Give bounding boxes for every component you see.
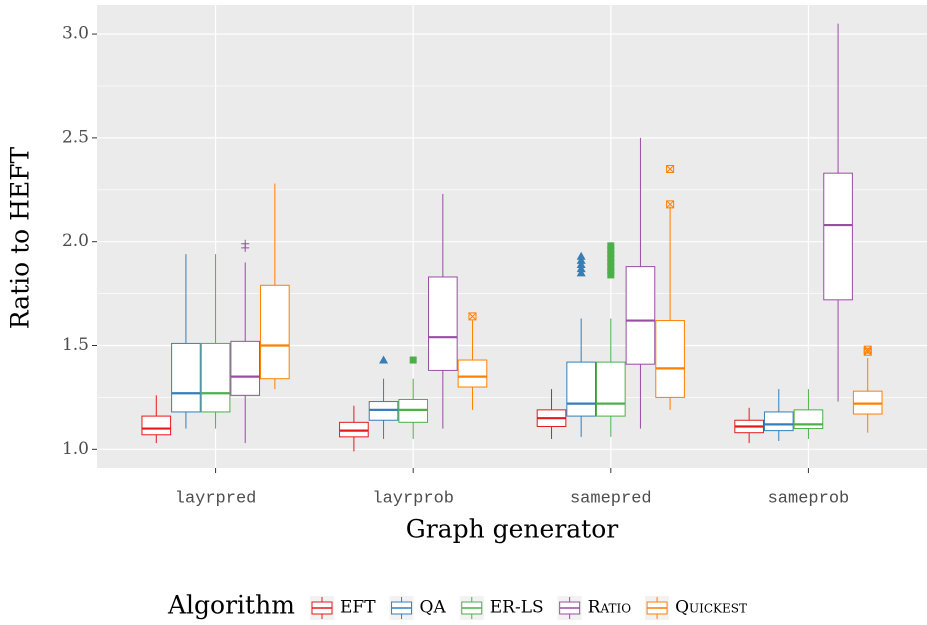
outlier (576, 268, 586, 277)
outlier-shape (576, 255, 586, 264)
outlier-shape (607, 254, 615, 262)
legend-label: QA (420, 598, 447, 618)
outlier-shape (576, 251, 586, 260)
outlier (379, 355, 389, 364)
outlier-shape (576, 268, 586, 277)
legend-label: Ratio (588, 598, 632, 618)
outlier (607, 250, 615, 258)
box (793, 409, 824, 430)
outlier-shape (576, 260, 586, 269)
outlier (576, 255, 586, 264)
y-tick-label: 1.5 (62, 335, 89, 355)
x-tick-label: samepred (570, 489, 652, 508)
outlier (607, 267, 615, 275)
outlier (409, 356, 417, 364)
box (763, 411, 794, 432)
y-axis-title: Ratio to HEFT (6, 146, 35, 329)
outlier-shape (379, 355, 389, 364)
x-tick-label: sameprob (768, 489, 850, 508)
outlier (666, 200, 675, 209)
outlier (576, 251, 586, 260)
legend-item: ER-LS (459, 596, 544, 620)
outlier-shape (666, 200, 675, 209)
legend-item: QA (389, 596, 447, 620)
box (625, 266, 656, 365)
outlier-shape (468, 312, 477, 321)
outlier (576, 264, 586, 273)
box (428, 276, 458, 371)
box (457, 359, 488, 388)
legend-title: Algorithm (167, 591, 295, 620)
outlier (607, 242, 615, 250)
legend-label: ER-LS (490, 598, 544, 618)
outlier-shape (241, 239, 250, 248)
box (200, 342, 231, 413)
box (230, 340, 261, 396)
y-tick-label: 2.0 (62, 231, 89, 251)
legend-item: Ratio (557, 596, 632, 620)
outlier (607, 254, 615, 262)
legend-item: EFT (310, 596, 376, 620)
outlier-shape (607, 246, 615, 254)
outlier (607, 258, 615, 266)
outlier-shape (576, 264, 586, 273)
legend-item: Quickest (645, 596, 747, 620)
outlier (576, 260, 586, 269)
box (655, 320, 685, 398)
outlier (468, 312, 477, 321)
outlier-shape (607, 271, 615, 279)
y-tick-label: 3.0 (62, 24, 89, 44)
legend: EFT QA ER-LS Ratio Quickest (310, 596, 747, 620)
y-tick-label: 2.5 (62, 127, 89, 147)
outlier-shape (607, 263, 615, 271)
outlier (863, 345, 872, 354)
legend-label: EFT (340, 598, 376, 618)
outlier (607, 246, 615, 254)
outlier-shape (863, 345, 872, 354)
outlier-shape (607, 242, 615, 250)
legend-label: Quickest (675, 598, 747, 618)
box (141, 415, 172, 436)
outlier-shape (607, 267, 615, 275)
outlier (666, 165, 675, 174)
y-tick-label: 1.0 (62, 439, 89, 459)
box (260, 284, 290, 380)
outlier-shape (666, 165, 675, 174)
outlier-shape (607, 258, 615, 266)
box (566, 361, 596, 417)
outlier (241, 239, 250, 248)
outlier (607, 271, 615, 279)
grid: 1.0 1.5 2.0 2.5 3.0 layrpred layrprob samepred s… (62, 5, 927, 508)
box (171, 342, 201, 413)
box (595, 361, 626, 417)
x-tick-label: layrpred (175, 489, 257, 508)
marks (141, 23, 883, 452)
outlier-shape (607, 250, 615, 258)
x-axis-title: Graph generator (406, 515, 619, 544)
outlier-shape (409, 356, 417, 364)
x-tick-label: layrprob (372, 489, 454, 508)
outlier (607, 263, 615, 271)
box (823, 172, 853, 301)
